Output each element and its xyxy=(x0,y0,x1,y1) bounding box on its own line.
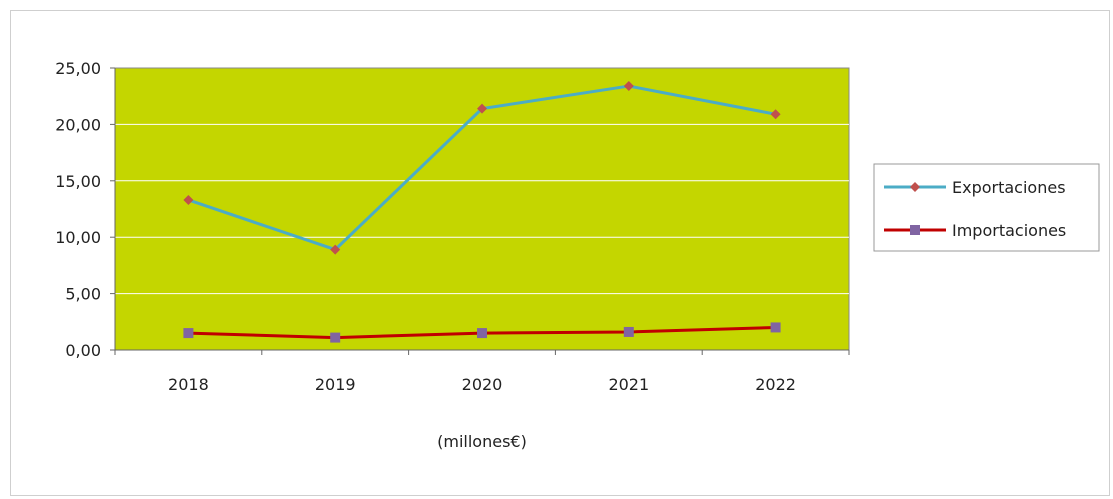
x-tick-label: 2022 xyxy=(755,375,796,394)
x-tick-label: 2021 xyxy=(608,375,649,394)
x-tick-labels: 2018 2019 2020 2021 2022 xyxy=(168,375,796,394)
y-tick-label: 10,00 xyxy=(55,228,101,247)
data-point xyxy=(624,327,634,337)
data-point xyxy=(183,328,193,338)
y-tick-label: 25,00 xyxy=(55,59,101,78)
x-tick-label: 2020 xyxy=(462,375,503,394)
legend-label: Exportaciones xyxy=(952,178,1066,197)
data-point xyxy=(771,322,781,332)
y-tick-label: 20,00 xyxy=(55,115,101,134)
y-tick-label: 0,00 xyxy=(65,341,101,360)
legend: Exportaciones Importaciones xyxy=(874,164,1099,251)
y-tick-label: 5,00 xyxy=(65,285,101,304)
x-axis-title: (millones€) xyxy=(437,432,527,451)
x-tick-label: 2018 xyxy=(168,375,209,394)
data-point xyxy=(477,328,487,338)
x-tick-label: 2019 xyxy=(315,375,356,394)
legend-label: Importaciones xyxy=(952,221,1066,240)
legend-swatch-marker xyxy=(910,225,920,235)
data-point xyxy=(330,333,340,343)
y-tick-labels: 0,00 5,00 10,00 15,00 20,00 25,00 xyxy=(55,59,101,360)
y-tick-label: 15,00 xyxy=(55,172,101,191)
